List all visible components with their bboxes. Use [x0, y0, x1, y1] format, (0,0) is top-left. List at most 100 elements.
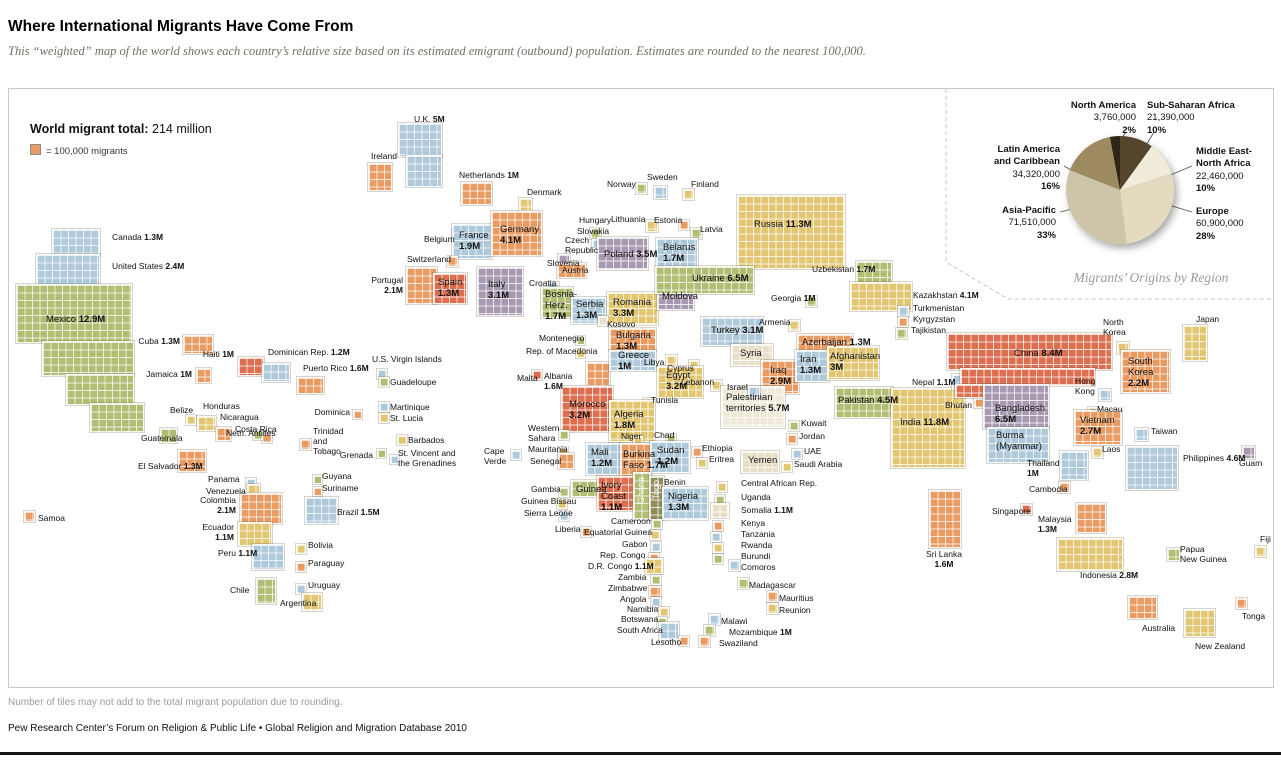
country-block-martinique	[379, 402, 389, 412]
country-block-tonga	[1236, 598, 1247, 609]
country-block-kuwait	[789, 421, 799, 431]
country-label-d-r-congo: D.R. Congo 1.1M	[588, 561, 654, 571]
country-label-algeria: Algeria 1.8M	[614, 409, 644, 431]
world-total: World migrant total: 214 million	[30, 122, 212, 136]
country-block-vietnam	[1074, 410, 1122, 445]
country-label-china: China 8.4M	[1014, 348, 1063, 359]
country-label-cameroon: Cameroon	[611, 516, 651, 526]
country-label-belarus: Belarus 1.7M	[663, 242, 696, 264]
country-block-u-k	[406, 155, 442, 187]
country-label-uruguay: Uruguay	[308, 580, 341, 590]
country-label-cambodia: Cambodia	[1029, 484, 1068, 494]
country-label-pakistan: Pakistan 4.5M	[838, 395, 899, 406]
country-label-sudan: Sudan 1.2M	[657, 445, 685, 467]
country-label-ukraine: Ukraine 6.5M	[692, 273, 749, 284]
country-block-afghanistan	[827, 346, 879, 380]
country-label-argentina: Argentina	[280, 598, 317, 608]
country-block-estonia	[679, 220, 689, 230]
pie-label-asia-pac-ific: Asia-Pac­ific 71,510,000 33%	[1002, 205, 1056, 241]
country-label-burkina-faso: Burkina Faso 1.7M	[623, 449, 668, 471]
world-total-label: World migrant total:	[30, 122, 149, 136]
country-label-saudi-arabia: Saudi Arabia	[794, 459, 843, 469]
country-label-namibia: Namibia	[627, 604, 659, 614]
country-block-rep-of-macedonia	[576, 349, 585, 358]
country-label-vietnam: Vietnam 2.7M	[1080, 415, 1115, 437]
country-label-japan: Japan	[1196, 314, 1220, 324]
country-label-libya: Libya	[644, 357, 665, 367]
country-label-kenya: Kenya	[741, 518, 766, 528]
country-block-burkina-faso	[620, 443, 652, 481]
country-label-austria: Austria	[562, 265, 589, 275]
country-label-tanzania: Tanzania	[741, 529, 776, 539]
country-block-france	[452, 224, 492, 259]
country-block-lebanon	[711, 380, 722, 391]
country-label-dominican-rep: Dominican Rep. 1.2M	[268, 347, 350, 357]
country-block-armenia	[789, 320, 800, 331]
pie-label-north-america: North America 3,760,000 2%	[1070, 100, 1136, 136]
country-label-hong-kong: Hong Kong	[1075, 376, 1096, 396]
country-block-united-states	[36, 254, 100, 286]
country-label-swaziland: Swaziland	[719, 638, 758, 648]
country-block-mozambique	[704, 625, 715, 636]
country-label-chad: Chad	[654, 430, 675, 440]
country-block-trinidad-and-tobago	[300, 439, 311, 450]
country-block-australia	[1128, 596, 1157, 619]
country-label-zimbabwe: Zimbabwe	[608, 583, 648, 593]
country-block-singapore	[1021, 504, 1032, 515]
country-label-portugal: Portugal 2.1M	[371, 275, 403, 295]
country-label-mauritius: Mauritius	[779, 593, 814, 603]
country-block-gabon	[651, 542, 661, 552]
country-block-morocco	[561, 386, 613, 432]
country-label-peru: Peru 1.1M	[218, 548, 258, 558]
country-label-ireland: Ireland	[371, 151, 397, 161]
country-label-gabon: Gabon	[622, 539, 648, 549]
country-block-malaysia	[1076, 503, 1106, 533]
country-label-croatia: Croatia	[529, 278, 557, 288]
country-block-equatorial-guinea	[650, 530, 660, 540]
country-label-fiji: Fiji	[1260, 534, 1271, 544]
country-label-rwanda: Rwanda	[741, 540, 773, 550]
country-block-sudan	[650, 441, 690, 473]
country-label-reunion: Reunion	[779, 605, 811, 615]
country-block-dominica	[353, 410, 362, 419]
country-block-somalia	[711, 503, 729, 518]
country-label-sierra-leone: Sierra Leone	[524, 508, 573, 518]
country-block-rwanda	[713, 543, 723, 553]
country-block-swaziland	[699, 636, 710, 647]
country-label-united-states: United States 2.4M	[112, 261, 185, 271]
footer-source: Pew Research Center’s Forum on Religion …	[8, 723, 467, 734]
country-label-panama: Panama	[208, 474, 240, 484]
country-label-iran: Iran 1.3M	[800, 354, 822, 376]
country-label-ethiopia: Ethiopia	[702, 443, 733, 453]
country-block-sweden	[654, 186, 667, 199]
country-label-netherlands: Netherlands 1M	[459, 170, 520, 180]
country-label-u-s-virgin-islands: U.S. Virgin Islands	[372, 354, 442, 364]
country-block-cambodia	[1059, 482, 1070, 493]
country-label-uganda: Uganda	[741, 492, 771, 502]
country-label-south-korea: South Korea 2.2M	[1128, 356, 1154, 389]
country-label-laos: Laos	[1102, 444, 1121, 454]
country-label-yemen: Yemen	[748, 455, 778, 466]
country-label-greece: Greece 1M	[618, 350, 650, 372]
country-block-uruguay	[296, 584, 306, 594]
country-label-mali: Mali 1.2M	[591, 447, 613, 469]
country-label-angola: Angola	[620, 594, 647, 604]
country-block-cape-verde	[511, 450, 521, 460]
country-block-el-salvador	[178, 450, 206, 472]
country-block-bangladesh	[983, 384, 1049, 429]
country-block-uae	[792, 449, 802, 459]
country-block-madagascar	[738, 578, 749, 589]
country-label-mauritania: Mauritania	[528, 444, 568, 454]
country-block-malta	[532, 370, 542, 380]
country-block-guinea-bissau	[557, 499, 567, 509]
country-label-st-lucia: St. Lucia	[390, 413, 424, 423]
country-label-serbia: Serbia 1.3M	[576, 299, 604, 321]
country-label-ivory-coast: Ivory Coast 1.1M	[601, 480, 626, 513]
country-block-puerto-rico	[297, 377, 324, 394]
country-block-burundi	[713, 554, 723, 564]
country-label-st-vincent-and-the-grenadines: St. Vincent and the Grenadines	[398, 448, 457, 468]
country-label-slovakia: Slovakia	[577, 226, 610, 236]
country-label-russia: Russia 11.3M	[754, 219, 812, 230]
country-label-france: France 1.9M	[459, 230, 489, 252]
country-label-samoa: Samoa	[38, 513, 65, 523]
